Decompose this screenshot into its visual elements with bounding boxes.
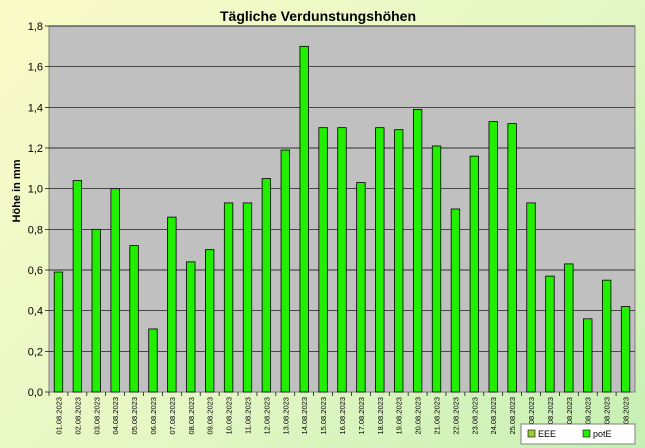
bar-pote-14: [299, 45, 309, 393]
x-tick-label: 13.08.2023: [281, 397, 290, 435]
bar-pote-18: [375, 127, 385, 393]
bar-pote-8: [186, 261, 196, 393]
x-tick-label: 03.08.2023: [92, 397, 101, 435]
bar-pote-2: [72, 180, 83, 393]
y-tick-label: 1,6: [28, 62, 43, 74]
x-tick-label: 26.08.2023: [527, 397, 536, 435]
x-tick-label: 22.08.2023: [451, 397, 460, 435]
x-tick-label: 23.08.2023: [470, 397, 479, 435]
x-tick-label: 31.08.2023: [622, 397, 631, 435]
bar-pote-20: [412, 108, 423, 393]
y-axis-label: Höhe in mm: [11, 159, 23, 222]
x-tick-label: 02.08.2023: [73, 397, 82, 435]
x-tick-label: 12.08.2023: [262, 397, 271, 435]
bar-pote-6: [148, 328, 158, 393]
legend-label-eee: EEE: [538, 429, 556, 439]
y-tick-label: 0,0: [28, 387, 43, 399]
bar-pote-5: [129, 245, 139, 393]
x-tick-label: 24.08.2023: [489, 397, 498, 435]
x-tick-label: 29.08.2023: [584, 397, 593, 435]
bar-pote-27: [545, 275, 555, 393]
bar-pote-25: [507, 123, 517, 393]
y-tick-label: 0,2: [28, 346, 43, 358]
x-tick-label: 14.08.2023: [300, 397, 309, 435]
x-tick-label: 06.08.2023: [149, 397, 158, 435]
y-tick-label: 1,8: [28, 21, 43, 33]
x-tick-labels: 01.08.2023 02.08.2023 03.08.2023 04.08.2023…: [48, 392, 631, 435]
bar-pote-31: [620, 306, 631, 393]
bar-pote-3: [91, 228, 101, 393]
y-tick-labels: 0,0 0,2 0,4 0,6 0,8 1,0 1,2 1,4 1,6 1,8: [28, 21, 49, 399]
x-tick-label: 19.08.2023: [395, 397, 404, 435]
bar-pote-16: [337, 127, 347, 393]
bar-pote-23: [469, 155, 479, 393]
legend-swatch-eee: [527, 429, 536, 438]
bar-pote-1: [53, 271, 64, 393]
y-tick-label: 1,4: [28, 102, 43, 114]
legend-label-pote: potE: [593, 429, 612, 439]
bar-pote-24: [488, 121, 498, 393]
y-tick-label: 1,0: [28, 184, 43, 196]
x-tick-label: 25.08.2023: [508, 397, 517, 435]
bars: [53, 45, 631, 393]
x-tick-label: 08.08.2023: [187, 397, 196, 435]
bar-pote-22: [450, 208, 461, 393]
legend-swatch-pote: [582, 429, 591, 438]
bar-pote-4: [110, 188, 120, 393]
bar-pote-19: [394, 129, 404, 393]
x-tick-label: 18.08.2023: [376, 397, 385, 435]
x-tick-label: 05.08.2023: [130, 397, 139, 435]
y-tick-label: 0,6: [28, 265, 43, 277]
y-tick-label: 1,2: [28, 143, 43, 155]
bar-pote-26: [526, 202, 536, 393]
x-tick-label: 17.08.2023: [357, 397, 366, 435]
x-tick-label: 28.08.2023: [565, 397, 574, 435]
x-tick-label: 20.08.2023: [414, 397, 423, 435]
x-tick-label: 01.08.2023: [54, 397, 63, 435]
x-tick-label: 27.08.2023: [546, 397, 555, 435]
x-tick-label: 11.08.2023: [243, 397, 252, 434]
x-tick-label: 30.08.2023: [603, 397, 612, 435]
x-tick-label: 07.08.2023: [168, 397, 177, 435]
bar-pote-15: [318, 127, 328, 393]
x-tick-label: 10.08.2023: [225, 397, 234, 435]
bar-pote-12: [261, 178, 272, 393]
bar-pote-7: [167, 216, 177, 393]
bar-pote-21: [431, 145, 442, 393]
bar-pote-10: [223, 202, 234, 393]
legend: EEE potE: [520, 423, 636, 445]
y-tick-label: 0,4: [28, 306, 43, 318]
x-tick-label: 04.08.2023: [111, 397, 120, 435]
y-tick-label: 0,8: [28, 224, 43, 236]
chart-title: Tägliche Verdunstungshöhen: [220, 8, 416, 24]
bar-pote-17: [356, 182, 366, 393]
x-tick-label: 16.08.2023: [338, 397, 347, 435]
legend-box: [520, 423, 636, 445]
bar-pote-29: [583, 318, 593, 393]
x-tick-label: 15.08.2023: [319, 397, 328, 435]
bar-pote-11: [242, 202, 253, 393]
x-tick-label: 09.08.2023: [206, 397, 215, 435]
bar-pote-30: [601, 279, 612, 393]
bar-pote-9: [205, 249, 215, 393]
x-tick-label: 21.08.2023: [433, 397, 442, 435]
bar-pote-28: [564, 263, 574, 393]
bar-pote-13: [280, 149, 290, 393]
